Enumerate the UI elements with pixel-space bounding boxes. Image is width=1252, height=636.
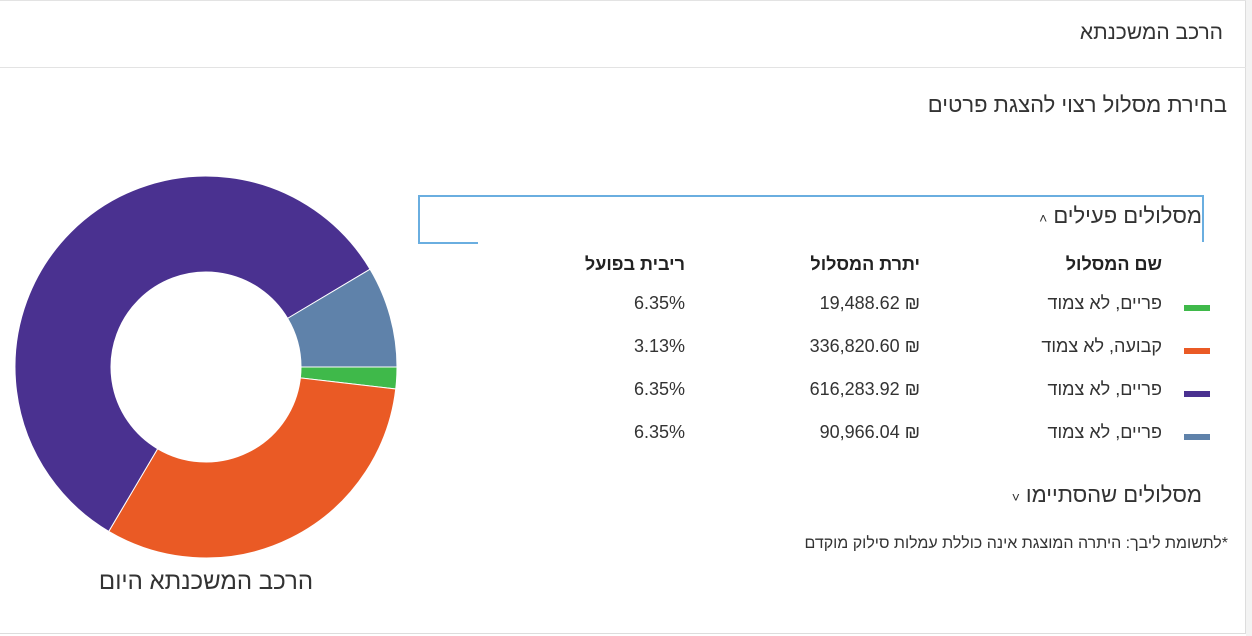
donut-chart xyxy=(14,175,398,559)
donut-slice[interactable] xyxy=(286,268,398,368)
color-swatch xyxy=(1184,348,1210,354)
chart-title: הרכב המשכנתא היום xyxy=(98,568,314,595)
track-rate: 3.13% xyxy=(633,336,685,356)
ended-tracks-title: מסלולים שהסתיימו xyxy=(1025,482,1202,507)
track-balance: ₪ 336,820.60 xyxy=(809,336,920,356)
table-row[interactable]: פריים, לא צמוד ₪ 616,283.92 6.35% xyxy=(560,379,1220,409)
donut-slice[interactable] xyxy=(108,377,397,559)
track-name: קבועה, לא צמוד xyxy=(1041,336,1162,356)
disclaimer-note: *לתשומת ליבך: היתרה המוצגת אינה כוללת עמ… xyxy=(804,535,1228,552)
track-rate: 6.35% xyxy=(633,379,685,399)
track-rate: 6.35% xyxy=(633,422,685,442)
col-header-balance: יתרת המסלול xyxy=(810,254,920,274)
table-row[interactable]: קבועה, לא צמוד ₪ 336,820.60 3.13% xyxy=(560,336,1220,366)
panel-title: הרכב המשכנתא xyxy=(1079,21,1223,44)
donut-slice[interactable] xyxy=(14,175,371,533)
chevron-down-icon: ˅ xyxy=(1011,489,1020,505)
track-balance: ₪ 90,966.04 xyxy=(819,422,920,442)
track-rate: 6.35% xyxy=(633,293,685,313)
color-swatch xyxy=(1184,305,1210,311)
scrollbar[interactable] xyxy=(1246,0,1252,636)
track-name: פריים, לא צמוד xyxy=(1047,293,1162,313)
table-row[interactable]: פריים, לא צמוד ₪ 19,488.62 6.35% xyxy=(560,293,1220,323)
active-tracks-toggle[interactable]: מסלולים פעילים ˄ xyxy=(1039,203,1202,229)
panel-header: הרכב המשכנתא xyxy=(0,0,1246,68)
track-name: פריים, לא צמוד xyxy=(1047,379,1162,399)
col-header-rate: ריבית בפועל xyxy=(584,254,685,274)
subtitle: בחירת מסלול רצוי להצגת פרטים xyxy=(927,92,1227,117)
ended-tracks-toggle[interactable]: מסלולים שהסתיימו ˅ xyxy=(1012,482,1202,508)
color-swatch xyxy=(1184,434,1210,440)
active-tracks-box xyxy=(418,195,1204,244)
track-name: פריים, לא צמוד xyxy=(1047,422,1162,442)
color-swatch xyxy=(1184,391,1210,397)
track-balance: ₪ 19,488.62 xyxy=(819,293,920,313)
track-balance: ₪ 616,283.92 xyxy=(809,379,920,399)
table-row[interactable]: פריים, לא צמוד ₪ 90,966.04 6.35% xyxy=(560,422,1220,452)
chevron-up-icon: ˄ xyxy=(1039,210,1048,226)
col-header-name: שם המסלול xyxy=(1065,254,1162,274)
active-tracks-title: מסלולים פעילים xyxy=(1053,203,1202,228)
